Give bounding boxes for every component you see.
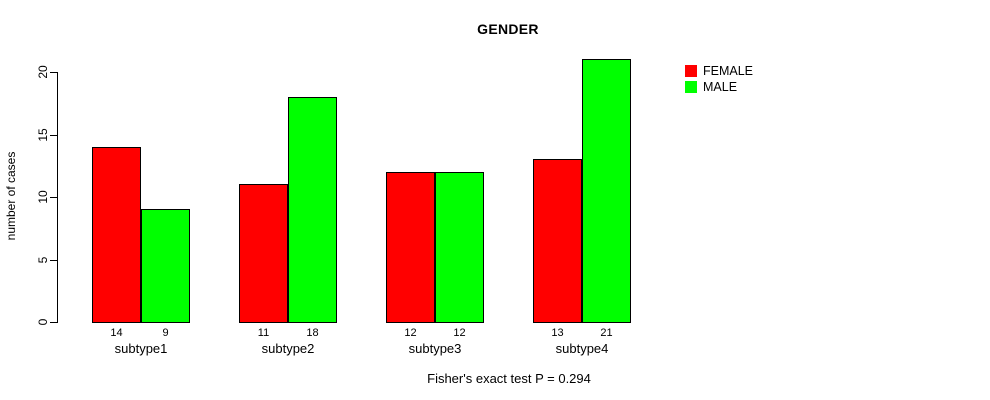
bar-value-label: 14 bbox=[110, 327, 123, 339]
chart-title: GENDER bbox=[477, 21, 539, 37]
y-tick-label: 5 bbox=[36, 256, 50, 263]
bar-female-subtype4 bbox=[533, 159, 582, 323]
x-category-label: subtype3 bbox=[408, 341, 462, 356]
bar-value-label: 12 bbox=[404, 327, 417, 339]
bar-value-label: 21 bbox=[600, 327, 613, 339]
bar-male-subtype1 bbox=[141, 209, 190, 323]
y-tick bbox=[50, 134, 57, 136]
y-tick-label: 0 bbox=[36, 318, 50, 326]
x-category-label: subtype4 bbox=[555, 341, 609, 356]
y-tick-label: 10 bbox=[36, 190, 50, 204]
y-tick bbox=[50, 259, 57, 261]
bar-value-label: 18 bbox=[306, 327, 319, 339]
y-tick-label: 20 bbox=[36, 65, 50, 79]
bar-value-label: 11 bbox=[257, 327, 270, 339]
legend: FEMALE MALE bbox=[685, 63, 753, 95]
y-tick-label: 15 bbox=[36, 127, 50, 142]
footnote: Fisher's exact test P = 0.294 bbox=[427, 371, 591, 386]
bar-male-subtype3 bbox=[435, 172, 484, 323]
x-category-label: subtype1 bbox=[114, 341, 168, 356]
legend-item-male: MALE bbox=[685, 79, 753, 95]
bar-male-subtype4 bbox=[582, 59, 631, 323]
y-axis-line bbox=[57, 72, 58, 323]
bar-value-label: 9 bbox=[162, 327, 169, 339]
legend-label: MALE bbox=[703, 80, 738, 94]
x-category-label: subtype2 bbox=[261, 341, 315, 356]
bar-value-label: 12 bbox=[453, 327, 466, 339]
bar-female-subtype2 bbox=[239, 184, 288, 323]
bar-female-subtype1 bbox=[92, 147, 141, 323]
bar-value-label: 13 bbox=[551, 327, 564, 339]
legend-item-female: FEMALE bbox=[685, 63, 753, 79]
legend-swatch-male bbox=[685, 81, 697, 93]
bar-female-subtype3 bbox=[386, 172, 435, 323]
y-tick bbox=[50, 197, 57, 198]
y-tick bbox=[50, 72, 57, 73]
legend-swatch-female bbox=[685, 65, 697, 77]
legend-label: FEMALE bbox=[703, 64, 754, 78]
y-tick bbox=[50, 322, 57, 323]
bar-male-subtype2 bbox=[288, 97, 337, 323]
